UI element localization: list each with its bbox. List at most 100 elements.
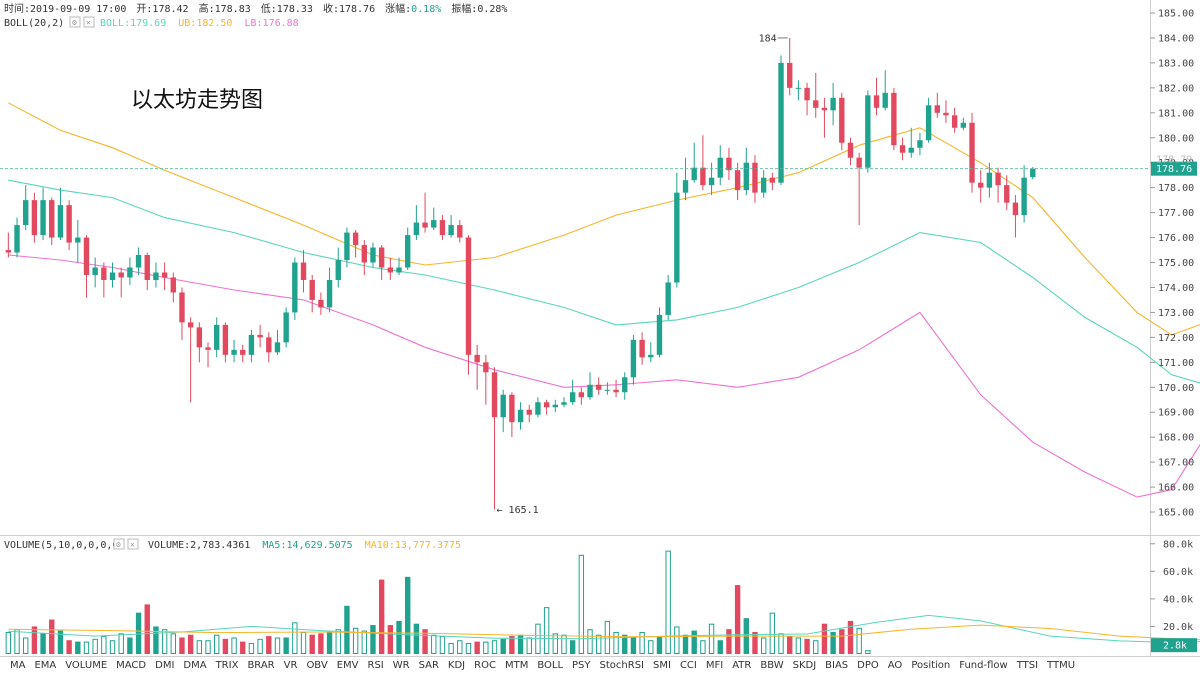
- tab-rsi[interactable]: RSI: [368, 660, 384, 671]
- volume-bar[interactable]: [465, 642, 472, 654]
- candle-body[interactable]: [170, 277, 176, 293]
- candle-body[interactable]: [535, 402, 541, 415]
- tab-wr[interactable]: WR: [393, 660, 410, 671]
- candle-body[interactable]: [370, 247, 376, 263]
- tab-psy[interactable]: PSY: [572, 660, 591, 671]
- candle-body[interactable]: [951, 115, 958, 128]
- volume-bar[interactable]: [92, 638, 98, 655]
- volume-bar[interactable]: [483, 641, 489, 654]
- candle-body[interactable]: [691, 167, 697, 181]
- candle-body[interactable]: [344, 232, 350, 261]
- volume-bar[interactable]: [865, 650, 871, 655]
- volume-bar[interactable]: [682, 634, 689, 654]
- candle-body[interactable]: [318, 299, 324, 308]
- volume-bar[interactable]: [622, 634, 628, 654]
- volume-bar[interactable]: [405, 576, 411, 654]
- volume-bar[interactable]: [813, 640, 819, 654]
- tab-stochrsi[interactable]: StochRSI: [600, 660, 644, 671]
- candle-body[interactable]: [856, 157, 862, 168]
- candle-body[interactable]: [700, 167, 706, 186]
- tab-smi[interactable]: SMI: [653, 660, 671, 671]
- candle-body[interactable]: [847, 142, 854, 158]
- volume-bar[interactable]: [266, 636, 272, 654]
- candle-body[interactable]: [726, 157, 732, 171]
- candle-body[interactable]: [31, 200, 38, 236]
- tab-atr[interactable]: ATR: [732, 660, 751, 671]
- tab-sar[interactable]: SAR: [419, 660, 439, 671]
- volume-bar[interactable]: [196, 640, 203, 654]
- volume-bar[interactable]: [57, 630, 64, 654]
- candle-body[interactable]: [75, 237, 81, 243]
- candle-body[interactable]: [830, 97, 836, 111]
- candle-body[interactable]: [622, 377, 628, 393]
- volume-settings-button[interactable]: [113, 538, 125, 550]
- volume-bar[interactable]: [283, 637, 289, 654]
- candle-body[interactable]: [882, 92, 888, 108]
- volume-bar[interactable]: [205, 640, 211, 654]
- tab-bbw[interactable]: BBW: [760, 660, 783, 671]
- tab-brar[interactable]: BRAR: [247, 660, 274, 671]
- tab-mtm[interactable]: MTM: [505, 660, 528, 671]
- volume-bar[interactable]: [656, 636, 663, 654]
- candle-body[interactable]: [465, 237, 472, 355]
- volume-bar[interactable]: [778, 633, 784, 655]
- volume-bar[interactable]: [49, 619, 55, 654]
- candle-body[interactable]: [917, 140, 923, 148]
- candle-body[interactable]: [960, 122, 967, 128]
- volume-bar[interactable]: [118, 633, 124, 655]
- tab-obv[interactable]: OBV: [306, 660, 327, 671]
- volume-bar[interactable]: [830, 631, 836, 654]
- candle-body[interactable]: [448, 225, 454, 236]
- volume-bar[interactable]: [717, 640, 723, 654]
- candle-body[interactable]: [925, 105, 932, 141]
- volume-bar[interactable]: [804, 638, 810, 654]
- candle-body[interactable]: [40, 200, 46, 236]
- candle-body[interactable]: [743, 162, 749, 191]
- candle-body[interactable]: [240, 349, 246, 355]
- candle-body[interactable]: [596, 384, 602, 390]
- candle-body[interactable]: [908, 147, 914, 153]
- volume-bar[interactable]: [474, 641, 480, 654]
- volume-bar[interactable]: [378, 579, 385, 654]
- volume-bar[interactable]: [613, 631, 619, 655]
- candle-body[interactable]: [161, 272, 168, 278]
- volume-bar[interactable]: [787, 636, 793, 654]
- candle-body[interactable]: [813, 100, 819, 108]
- candle-body[interactable]: [717, 157, 723, 178]
- tab-mfi[interactable]: MFI: [706, 660, 723, 671]
- candle-body[interactable]: [491, 372, 498, 418]
- volume-bar[interactable]: [674, 626, 680, 655]
- candle-body[interactable]: [543, 402, 550, 408]
- volume-bar[interactable]: [509, 636, 515, 654]
- candle-body[interactable]: [769, 177, 776, 183]
- candle-body[interactable]: [109, 272, 116, 280]
- volume-bar[interactable]: [344, 605, 350, 654]
- volume-bar[interactable]: [5, 631, 12, 655]
- volume-bar[interactable]: [144, 604, 150, 654]
- candle-body[interactable]: [387, 267, 394, 273]
- candle-body[interactable]: [978, 182, 984, 188]
- volume-bar[interactable]: [335, 629, 341, 655]
- candle-body[interactable]: [5, 250, 12, 253]
- volume-bar[interactable]: [300, 631, 307, 655]
- candle-body[interactable]: [92, 267, 98, 275]
- candle-body[interactable]: [569, 392, 576, 403]
- volume-bar[interactable]: [439, 636, 446, 655]
- candle-body[interactable]: [899, 145, 906, 153]
- candle-body[interactable]: [49, 200, 55, 238]
- candle-body[interactable]: [196, 327, 203, 348]
- volume-bar[interactable]: [413, 623, 420, 654]
- candle-body[interactable]: [14, 225, 20, 253]
- candle-body[interactable]: [778, 62, 784, 183]
- volume-bar[interactable]: [639, 631, 645, 655]
- tab-dpo[interactable]: DPO: [857, 660, 879, 671]
- candle-body[interactable]: [708, 177, 715, 186]
- candle-body[interactable]: [361, 245, 367, 263]
- volume-bar[interactable]: [700, 640, 706, 654]
- candle-body[interactable]: [378, 247, 385, 268]
- candle-body[interactable]: [760, 177, 767, 193]
- candle-body[interactable]: [23, 200, 29, 226]
- volume-bar[interactable]: [83, 641, 90, 654]
- volume-bar[interactable]: [14, 629, 20, 655]
- candle-body[interactable]: [552, 404, 558, 408]
